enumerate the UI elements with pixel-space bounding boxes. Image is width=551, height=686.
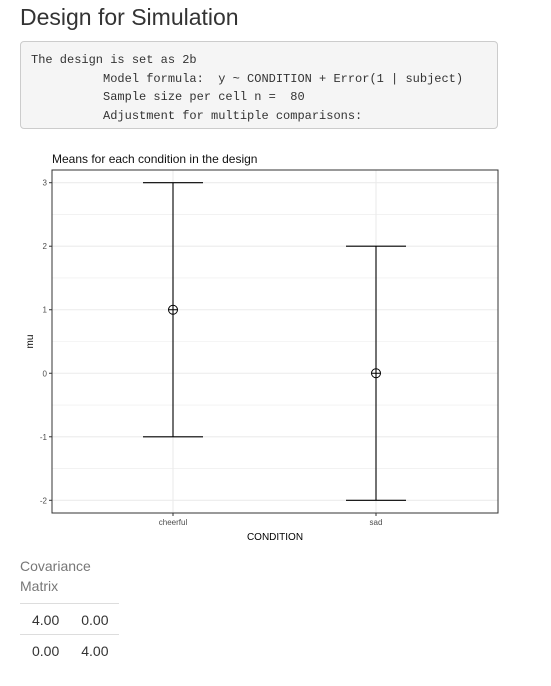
design-line: Model formula: y ~ CONDITION + Error(1 |… <box>31 71 464 86</box>
table-cell: 0.00 <box>69 603 119 635</box>
panel-border <box>51 169 499 514</box>
design-line: Adjustment for multiple comparisons: <box>31 108 363 123</box>
table-row: 4.00 0.00 <box>20 603 119 635</box>
y-tick-label: -1 <box>40 433 48 442</box>
y-tick-label: 2 <box>43 242 48 251</box>
y-tick-label: 0 <box>43 369 48 378</box>
design-output: The design is set as 2b Model formula: y… <box>20 41 498 129</box>
table-cell: 4.00 <box>20 603 70 635</box>
y-tick-label: -2 <box>40 496 48 505</box>
table-row: 0.00 4.00 <box>20 634 119 665</box>
page-title: Design for Simulation <box>20 4 239 30</box>
y-axis-label: mu <box>25 335 36 349</box>
covariance-title: Covariance Matrix <box>20 558 91 594</box>
chart-title: Means for each condition in the design <box>52 152 258 166</box>
table-cell: 0.00 <box>20 634 70 665</box>
x-tick-label: cheerful <box>159 518 188 527</box>
y-tick-label: 3 <box>43 179 48 188</box>
covariance-table: 4.00 0.00 0.00 4.00 <box>20 603 119 665</box>
means-chart: -2 -1 0 1 2 3 cheerful sad CONDITION mu <box>25 169 499 543</box>
x-tick-label: sad <box>370 518 383 527</box>
design-line: Sample size per cell n = 80 <box>31 90 305 104</box>
y-tick-label: 1 <box>43 306 48 315</box>
x-axis-label: CONDITION <box>247 532 303 543</box>
design-line: The design is set as 2b <box>31 53 197 67</box>
table-cell: 4.00 <box>69 634 119 665</box>
